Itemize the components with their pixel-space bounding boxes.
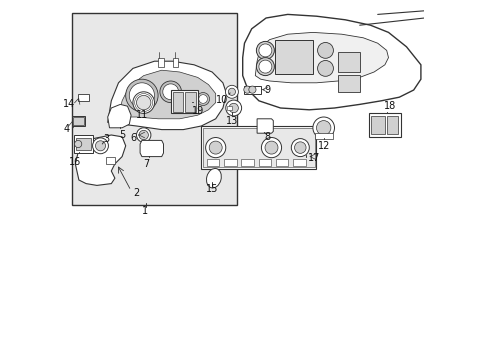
Circle shape — [228, 103, 238, 113]
Circle shape — [139, 130, 148, 140]
Text: 2: 2 — [133, 188, 140, 198]
Bar — [292, 159, 305, 166]
Circle shape — [136, 128, 151, 142]
Circle shape — [258, 44, 271, 57]
Bar — [158, 58, 163, 67]
Circle shape — [291, 139, 309, 157]
Bar — [201, 126, 316, 169]
Bar — [275, 159, 288, 166]
Circle shape — [317, 60, 333, 76]
Bar — [72, 116, 85, 126]
Bar — [275, 40, 312, 74]
Text: 1: 1 — [142, 206, 148, 216]
Bar — [244, 86, 260, 94]
Circle shape — [199, 95, 207, 103]
Polygon shape — [257, 119, 273, 133]
Text: 9: 9 — [264, 85, 270, 95]
Bar — [227, 106, 231, 110]
Circle shape — [256, 58, 274, 76]
Circle shape — [244, 86, 250, 93]
Circle shape — [209, 141, 222, 154]
Bar — [172, 92, 183, 112]
Circle shape — [129, 83, 154, 108]
Text: 14: 14 — [63, 99, 75, 109]
Bar — [203, 128, 314, 167]
Circle shape — [196, 93, 209, 105]
Circle shape — [317, 42, 333, 58]
Bar — [73, 117, 84, 125]
Polygon shape — [107, 104, 131, 128]
Bar — [337, 52, 359, 72]
Ellipse shape — [206, 168, 221, 188]
Bar — [76, 138, 91, 150]
Circle shape — [184, 95, 193, 103]
Text: 12: 12 — [317, 141, 329, 151]
Text: 8: 8 — [264, 132, 270, 142]
Circle shape — [228, 88, 235, 95]
Bar — [337, 75, 359, 92]
Bar — [258, 159, 270, 166]
Bar — [170, 90, 197, 113]
Text: 17: 17 — [307, 153, 319, 163]
Circle shape — [133, 92, 154, 113]
Polygon shape — [118, 70, 215, 119]
Circle shape — [136, 95, 151, 110]
Circle shape — [75, 140, 81, 148]
Circle shape — [95, 141, 105, 151]
Circle shape — [316, 121, 330, 135]
Bar — [368, 113, 400, 137]
Text: 6: 6 — [130, 132, 136, 143]
Bar — [72, 13, 237, 205]
Bar — [106, 157, 115, 164]
Text: 18: 18 — [384, 100, 396, 111]
Text: 19: 19 — [192, 106, 204, 116]
Circle shape — [256, 41, 274, 59]
Circle shape — [261, 138, 281, 158]
Circle shape — [125, 79, 158, 112]
Polygon shape — [107, 61, 226, 130]
Circle shape — [160, 81, 181, 103]
Circle shape — [248, 86, 256, 93]
Text: 10: 10 — [216, 95, 228, 105]
Text: 5: 5 — [119, 130, 125, 140]
Text: 4: 4 — [63, 123, 70, 134]
Bar — [172, 58, 178, 67]
Text: 16: 16 — [69, 157, 81, 167]
Bar — [386, 116, 397, 134]
Bar — [185, 92, 196, 112]
Circle shape — [92, 138, 108, 154]
Circle shape — [312, 117, 334, 139]
Text: 3: 3 — [102, 134, 109, 144]
Bar — [78, 94, 89, 101]
Text: 15: 15 — [205, 184, 218, 194]
Circle shape — [264, 141, 277, 154]
Bar — [314, 133, 332, 139]
Polygon shape — [75, 135, 125, 185]
Circle shape — [258, 60, 271, 73]
Circle shape — [225, 85, 238, 98]
Circle shape — [163, 84, 178, 100]
Circle shape — [205, 138, 225, 158]
Text: 13: 13 — [225, 116, 238, 126]
Bar — [241, 159, 253, 166]
Polygon shape — [140, 140, 163, 157]
Circle shape — [294, 142, 305, 153]
Polygon shape — [242, 14, 420, 110]
Bar — [224, 159, 236, 166]
Circle shape — [225, 100, 241, 116]
Bar — [206, 159, 219, 166]
Polygon shape — [255, 32, 387, 83]
Text: 11: 11 — [136, 110, 148, 120]
Text: 7: 7 — [143, 159, 149, 169]
Bar — [73, 135, 93, 153]
Circle shape — [182, 93, 195, 105]
Bar — [370, 116, 384, 134]
